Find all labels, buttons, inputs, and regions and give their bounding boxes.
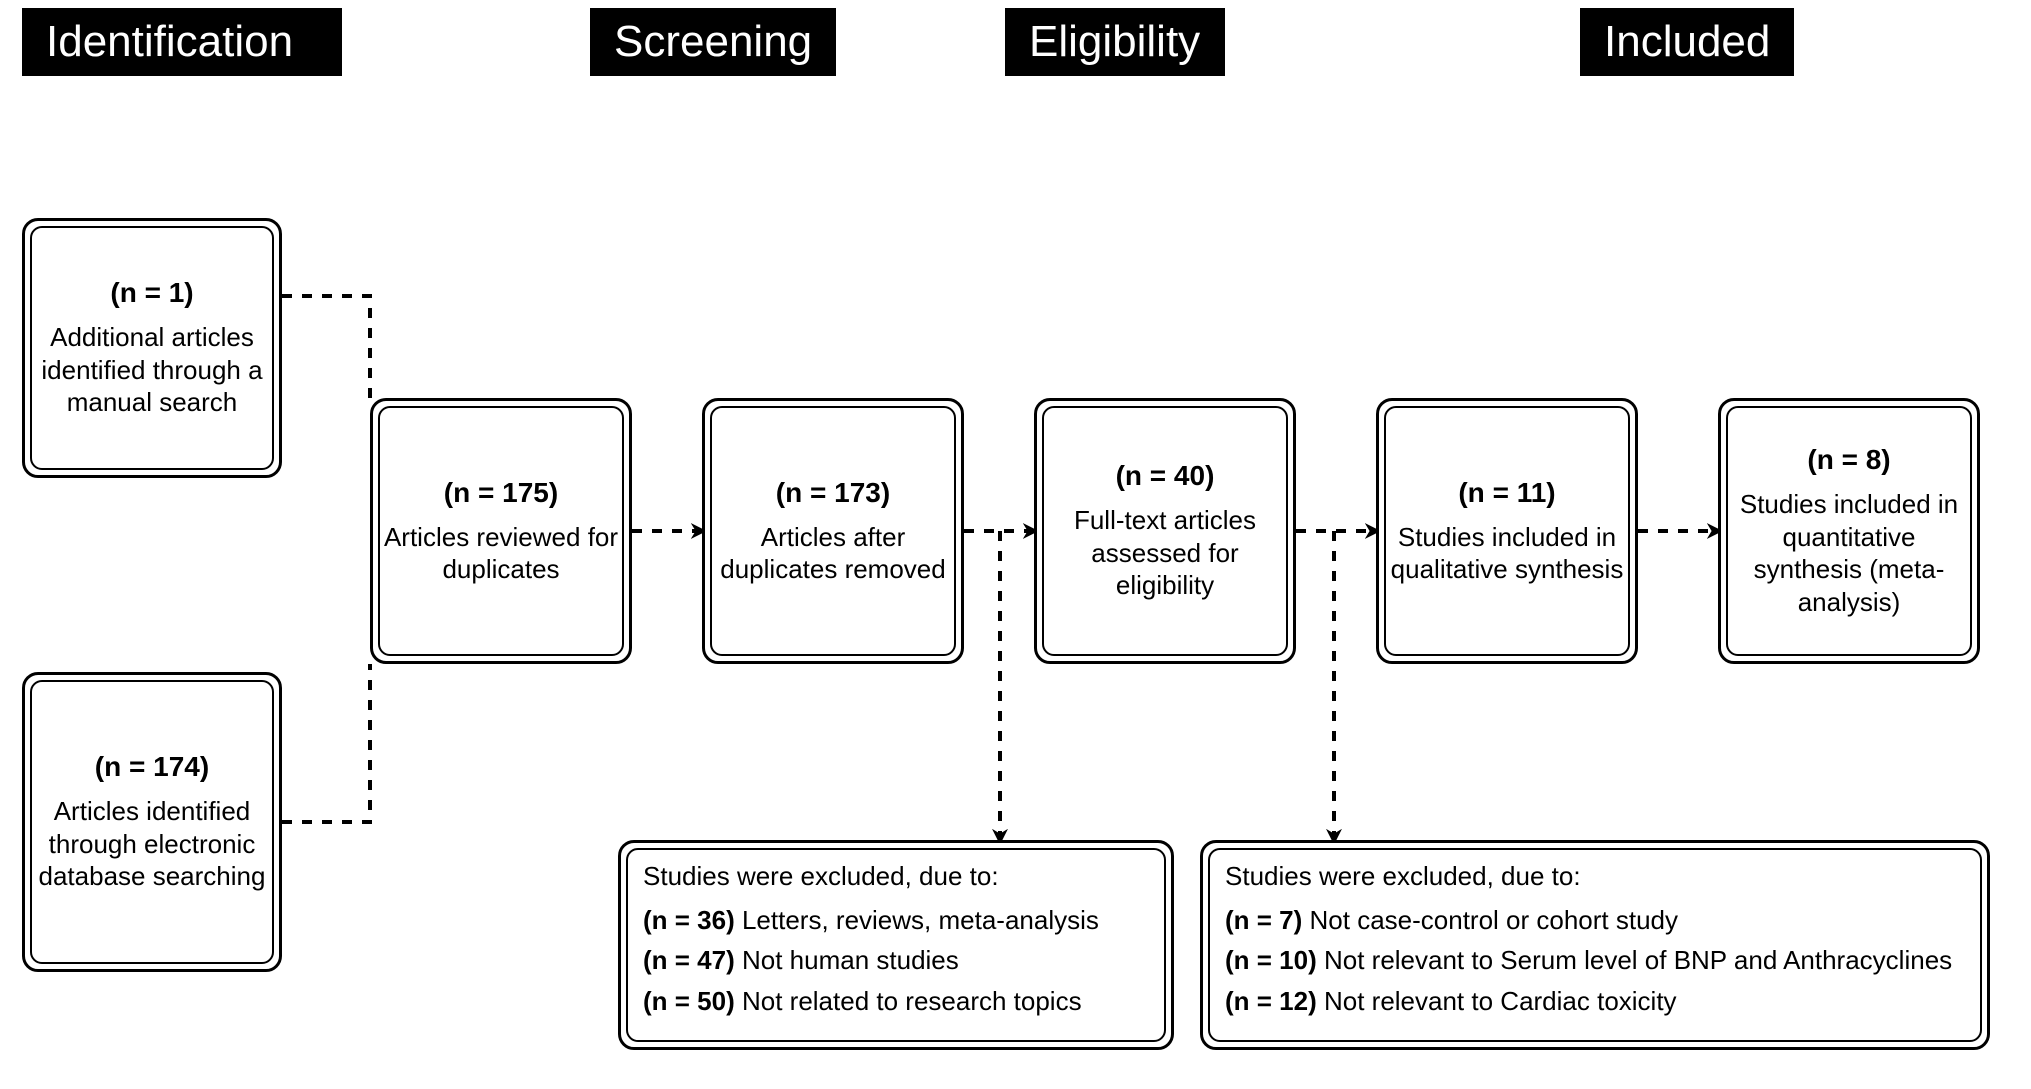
flow-node: (n = 173) Articles after duplicates remov… <box>702 398 964 664</box>
exclusion-row: (n = 7) Not case-control or cohort study <box>1225 900 1965 940</box>
exclusion-row-count: (n = 7) <box>1225 905 1302 935</box>
node-count: (n = 174) <box>35 751 269 783</box>
exclusion-row-reason: Letters, reviews, meta-analysis <box>735 905 1099 935</box>
stage-label: Included <box>1580 8 1794 76</box>
flow-node: (n = 1) Additional articles identified th… <box>22 218 282 478</box>
exclusion-row-reason: Not relevant to Cardiac toxicity <box>1317 986 1677 1016</box>
exclusion-row-count: (n = 47) <box>643 945 735 975</box>
node-description: Articles after duplicates removed <box>715 521 951 586</box>
flowchart-canvas: Identification Screening Eligibility Includ… <box>0 0 2031 1089</box>
node-count: (n = 8) <box>1731 444 1967 476</box>
node-count: (n = 175) <box>383 477 619 509</box>
exclusion-row: (n = 10) Not relevant to Serum level of … <box>1225 940 1965 980</box>
exclusion-row-count: (n = 50) <box>643 986 735 1016</box>
exclusion-row-reason: Not human studies <box>735 945 959 975</box>
exclusion-row: (n = 12) Not relevant to Cardiac toxicit… <box>1225 981 1965 1021</box>
exclusion-title: Studies were excluded, due to: <box>643 861 1149 892</box>
node-description: Full-text articles assessed for eligibil… <box>1047 504 1283 602</box>
connector <box>282 296 370 398</box>
exclusion-row-count: (n = 36) <box>643 905 735 935</box>
stage-label: Eligibility <box>1005 8 1225 76</box>
flow-node: (n = 8) Studies included in quantitative … <box>1718 398 1980 664</box>
exclusion-box: Studies were excluded, due to: (n = 36) L… <box>618 840 1174 1050</box>
node-count: (n = 11) <box>1389 477 1625 509</box>
exclusion-row: (n = 36) Letters, reviews, meta-analysis <box>643 900 1149 940</box>
exclusion-box: Studies were excluded, due to: (n = 7) No… <box>1200 840 1990 1050</box>
flow-node: (n = 11) Studies included in qualitative … <box>1376 398 1638 664</box>
stage-label: Screening <box>590 8 836 76</box>
exclusion-title: Studies were excluded, due to: <box>1225 861 1965 892</box>
flow-node: (n = 40) Full-text articles assessed for … <box>1034 398 1296 664</box>
exclusion-row-reason: Not related to research topics <box>735 986 1082 1016</box>
node-count: (n = 40) <box>1047 460 1283 492</box>
flow-node: (n = 174) Articles identified through ele… <box>22 672 282 972</box>
connector <box>282 664 370 822</box>
node-description: Studies included in qualitative synthesi… <box>1389 521 1625 586</box>
node-count: (n = 1) <box>35 277 269 309</box>
flow-node: (n = 175) Articles reviewed for duplicate… <box>370 398 632 664</box>
exclusion-row-reason: Not case-control or cohort study <box>1302 905 1678 935</box>
node-description: Articles identified through electronic d… <box>35 795 269 893</box>
node-description: Articles reviewed for duplicates <box>383 521 619 586</box>
node-description: Studies included in quantitative synthes… <box>1731 488 1967 618</box>
stage-label: Identification <box>22 8 342 76</box>
node-description: Additional articles identified through a… <box>35 321 269 419</box>
exclusion-row-count: (n = 10) <box>1225 945 1317 975</box>
exclusion-row: (n = 47) Not human studies <box>643 940 1149 980</box>
exclusion-row-reason: Not relevant to Serum level of BNP and A… <box>1317 945 1952 975</box>
exclusion-row: (n = 50) Not related to research topics <box>643 981 1149 1021</box>
exclusion-row-count: (n = 12) <box>1225 986 1317 1016</box>
node-count: (n = 173) <box>715 477 951 509</box>
